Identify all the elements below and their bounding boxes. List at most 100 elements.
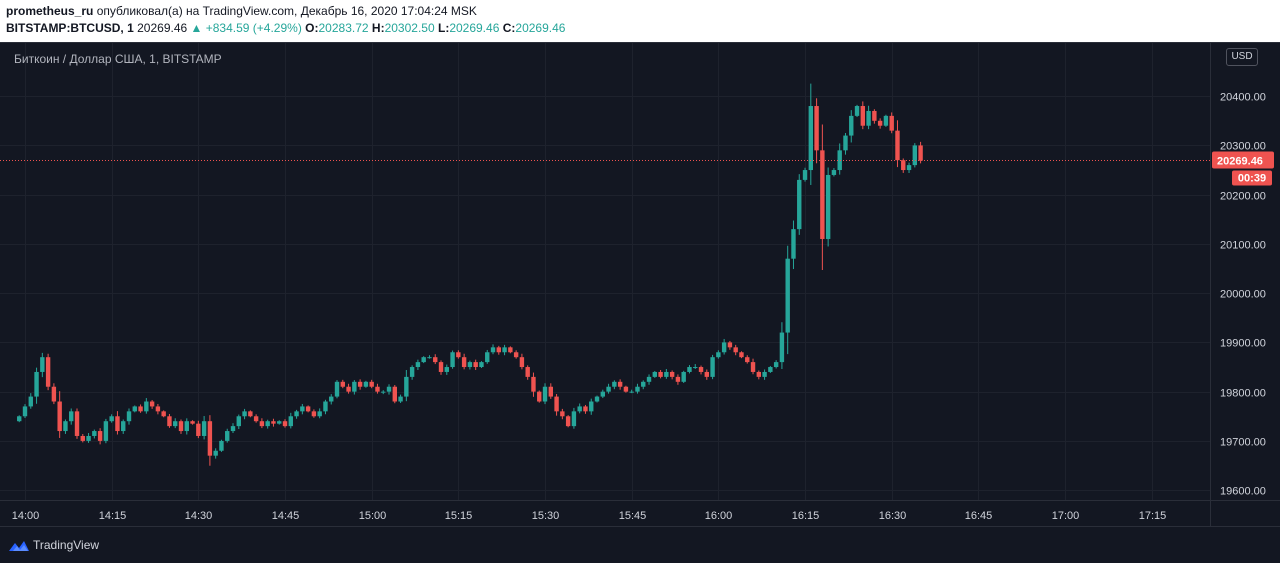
candle-body	[704, 371, 710, 377]
candle	[473, 359, 478, 370]
price-tick-label: 19900.00	[1220, 338, 1266, 350]
candle	[149, 400, 155, 409]
candle-body	[190, 421, 195, 424]
candle	[450, 350, 455, 369]
candle-body	[219, 440, 224, 451]
candle	[854, 104, 860, 118]
candle-body	[17, 416, 22, 422]
candle-body	[126, 411, 132, 422]
candle-body	[583, 406, 588, 412]
candle-body	[750, 362, 756, 372]
tradingview-brand[interactable]: TradingView	[33, 538, 100, 552]
candle	[381, 390, 386, 395]
candle-body	[236, 416, 241, 427]
candle-body	[560, 411, 565, 417]
candle-body	[664, 371, 669, 377]
candle-body	[589, 401, 594, 412]
candle-body	[617, 381, 623, 387]
candle	[560, 408, 565, 420]
price-chart[interactable]: 19600.00 19700.00 19800.00 19900.00 20000.00…	[0, 42, 1280, 527]
candle-body	[675, 376, 681, 382]
candle	[479, 361, 484, 369]
candle	[167, 413, 172, 428]
candle	[589, 398, 594, 415]
candle-body	[381, 391, 386, 393]
candle	[398, 394, 403, 403]
candle	[265, 419, 270, 429]
candle	[242, 408, 247, 420]
candle	[386, 384, 392, 395]
close-value: 20269.46	[515, 21, 566, 35]
price-tick-label: 19600.00	[1220, 486, 1266, 498]
candle-body	[121, 421, 126, 432]
candle-body	[277, 421, 282, 424]
candle	[155, 403, 161, 415]
candle	[74, 408, 80, 439]
countdown-tag-text: 00:39	[1238, 172, 1266, 184]
candle	[409, 365, 415, 380]
candle	[664, 369, 669, 379]
published-text: опубликовал(а) на TradingView.com, Декаб…	[96, 4, 477, 18]
close-label: C:	[502, 21, 516, 35]
candle	[583, 404, 588, 414]
chart-title: Биткоин / Доллар США, 1, BITSTAMP	[14, 52, 222, 66]
candle	[219, 439, 224, 452]
candle-body	[698, 367, 704, 372]
candle	[225, 428, 230, 443]
chart-background	[0, 42, 1280, 527]
candle-body	[86, 435, 91, 441]
candle	[866, 105, 871, 130]
candle	[762, 369, 767, 380]
candle	[600, 389, 605, 399]
candle-body	[74, 411, 80, 436]
candle	[525, 365, 530, 380]
candle	[693, 364, 698, 370]
candle	[802, 167, 808, 182]
author-name[interactable]: prometheus_ru	[6, 4, 94, 18]
candle-body	[369, 381, 374, 387]
candle	[519, 353, 525, 370]
candle-body	[444, 367, 449, 372]
candle	[207, 415, 213, 466]
candle-body	[386, 386, 392, 392]
publication-header: prometheus_ru опубликовал(а) на TradingV…	[0, 0, 1280, 42]
candle-body	[519, 357, 525, 368]
candle	[669, 370, 675, 380]
candle	[502, 344, 507, 356]
last-price-marker: 20269.46 00:39	[1212, 151, 1274, 186]
candle-body	[115, 416, 120, 432]
candle	[849, 110, 854, 143]
candle-body	[461, 357, 467, 368]
candle	[444, 364, 449, 375]
candle	[427, 355, 432, 359]
candle	[872, 109, 877, 124]
candle-body	[144, 401, 149, 412]
candle	[814, 98, 819, 164]
candle	[45, 353, 51, 391]
candle	[895, 120, 900, 168]
candle-body	[92, 431, 97, 436]
price-tick-label: 20100.00	[1220, 240, 1266, 252]
candle	[577, 403, 582, 414]
candle-body	[213, 450, 218, 456]
price-tick-label: 20400.00	[1220, 92, 1266, 104]
candle-body	[773, 362, 779, 368]
candle	[531, 372, 536, 397]
candle	[375, 383, 380, 394]
candle	[496, 345, 501, 355]
candle-body	[201, 421, 207, 436]
currency-badge[interactable]: USD	[1226, 48, 1258, 66]
candle-body	[178, 421, 184, 432]
candle-body	[398, 396, 403, 402]
candle	[57, 391, 62, 438]
candle-body	[259, 421, 265, 427]
candle-body	[300, 406, 305, 412]
candle	[877, 118, 883, 129]
candle-body	[184, 421, 189, 432]
candle	[178, 419, 184, 434]
candle-body	[612, 381, 617, 387]
candle	[277, 420, 282, 425]
candle-body	[161, 411, 166, 417]
candle-body	[901, 160, 906, 171]
candle-body	[173, 421, 178, 427]
